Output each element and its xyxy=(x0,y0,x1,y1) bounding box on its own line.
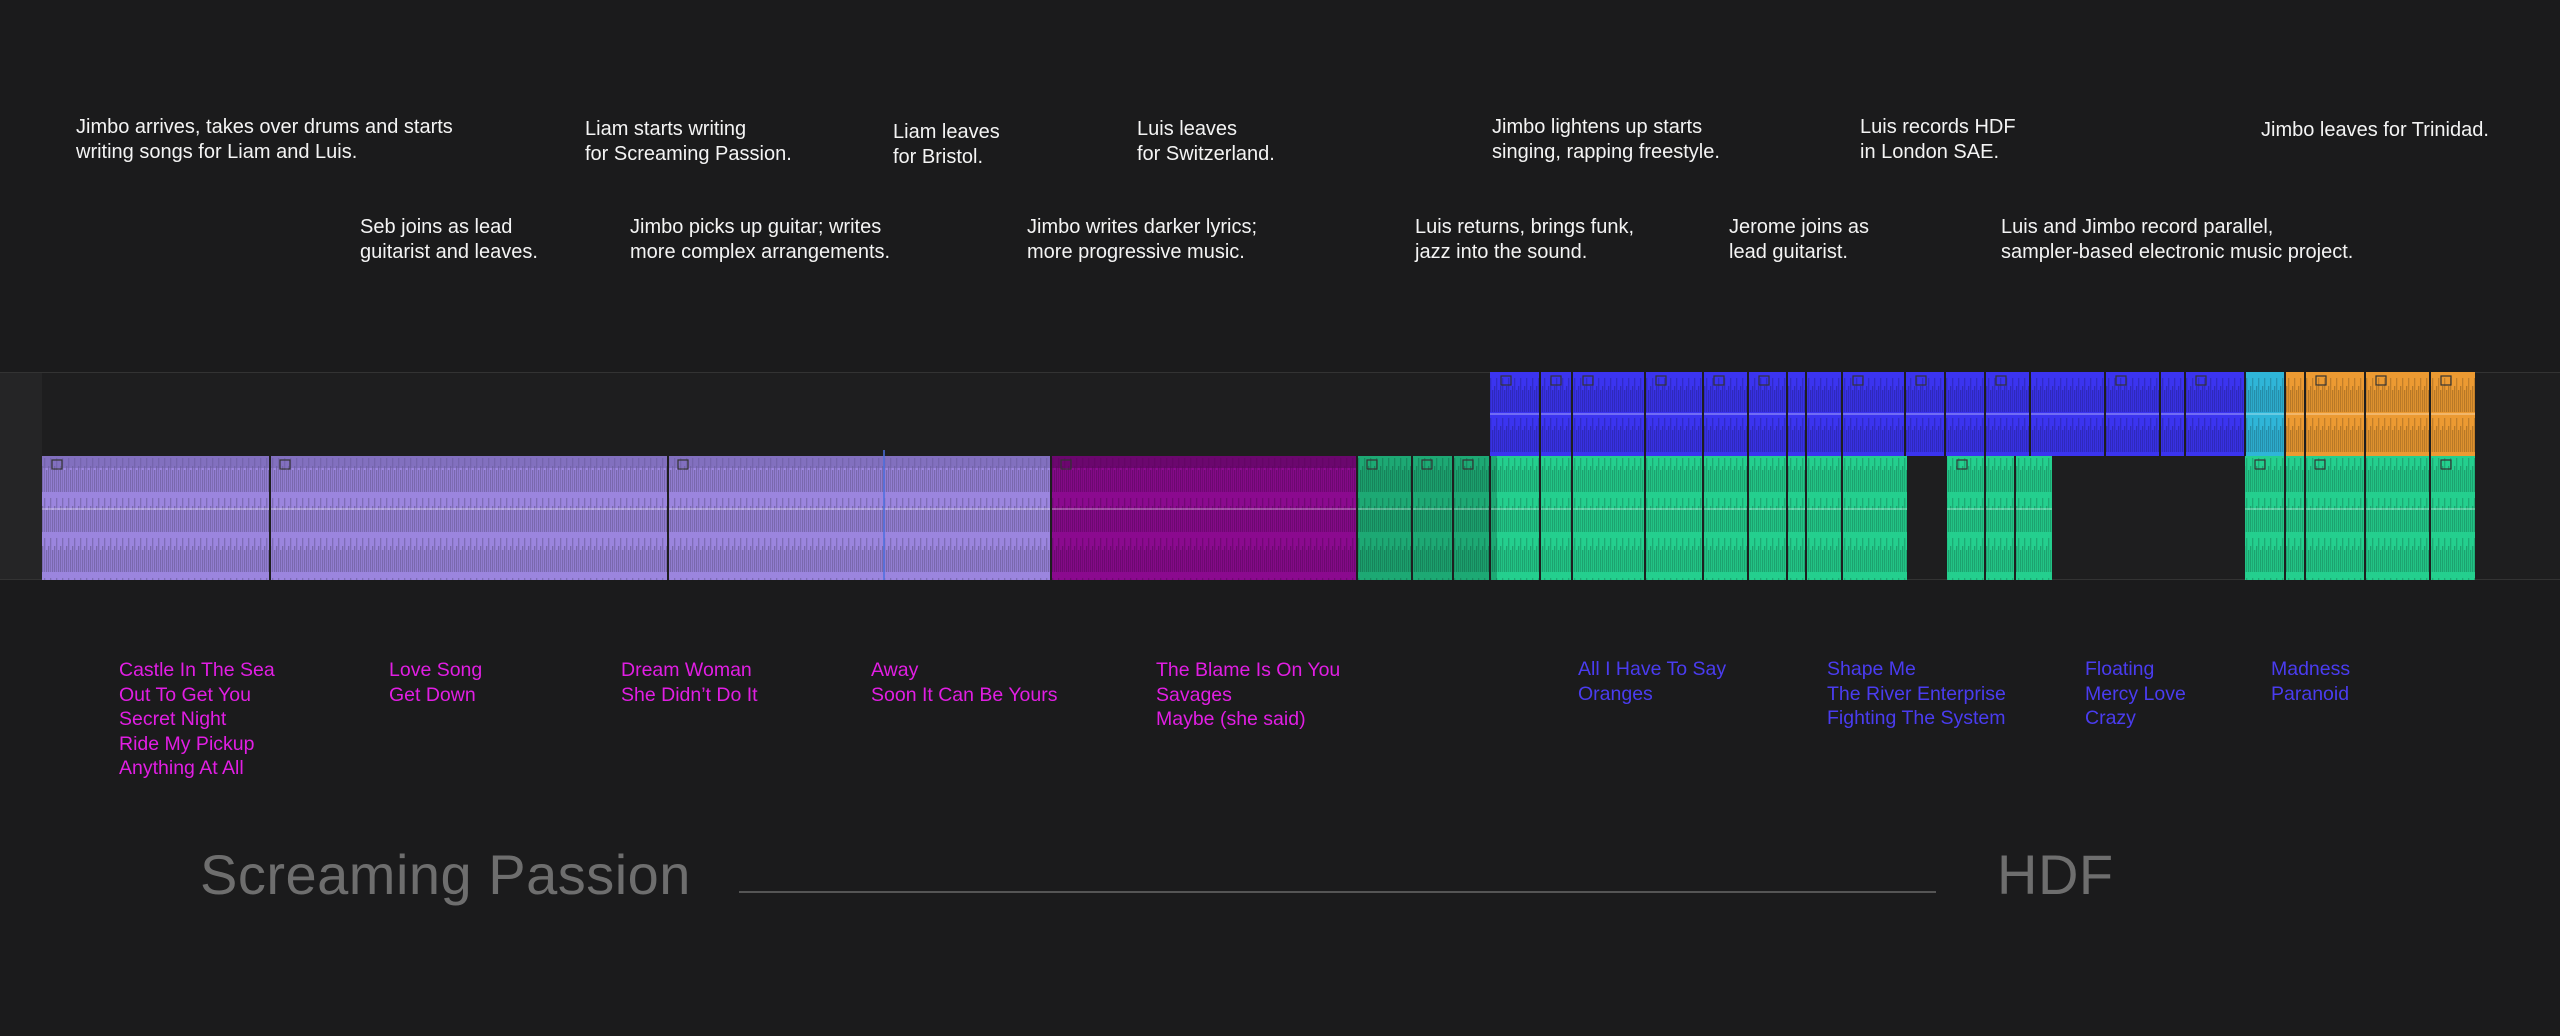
song-list-2: Love Song Get Down xyxy=(389,658,482,707)
song-list-8: Floating Mercy Love Crazy xyxy=(2085,657,2186,731)
clip-group-lavender[interactable] xyxy=(42,456,1051,580)
song-list-4: Away Soon It Can Be Yours xyxy=(871,658,1057,707)
note-jimbo-darker: Jimbo writes darker lyrics; more progres… xyxy=(1027,216,1258,263)
note-luis-records: Luis records HDF in London SAE. xyxy=(1860,116,2016,163)
song-title: Savages xyxy=(1156,683,1232,706)
era-divider-line xyxy=(739,891,1936,893)
note-jimbo-guitar: Jimbo picks up guitar; writes more compl… xyxy=(630,216,891,263)
note-luis-leaves: Luis leaves for Switzerland. xyxy=(1137,118,1275,165)
clip-separators xyxy=(269,372,2431,580)
note-jimbo-trinidad: Jimbo leaves for Trinidad. xyxy=(2261,119,2489,141)
note-jerome-joins: Jerome joins as lead guitarist. xyxy=(1729,216,1870,263)
band-name-screaming-passion: Screaming Passion xyxy=(200,843,691,906)
song-title: The River Enterprise xyxy=(1827,682,2006,705)
song-title: Maybe (she said) xyxy=(1156,708,1306,731)
song-title: All I Have To Say xyxy=(1578,658,1727,680)
clip-corner-markers xyxy=(51,375,2452,470)
channel-midlines xyxy=(42,413,2475,510)
song-title: Fighting The System xyxy=(1827,707,2006,730)
song-title: Crazy xyxy=(2085,707,2136,730)
song-title: Love Song xyxy=(389,659,483,681)
song-list-1: Castle In The Sea Out To Get You Secret … xyxy=(119,658,275,781)
song-list-7: Shape Me The River Enterprise Fighting T… xyxy=(1827,657,2006,731)
clip-group-purple[interactable] xyxy=(1051,456,1357,580)
song-title: Madness xyxy=(2271,658,2351,680)
song-title: The Blame Is On You xyxy=(1156,659,1341,681)
clip-group-green[interactable] xyxy=(1357,456,2475,580)
song-title: Get Down xyxy=(389,683,476,706)
song-title: Anything At All xyxy=(119,757,244,780)
note-luis-returns: Luis returns, brings funk, jazz into the… xyxy=(1415,216,1634,263)
song-list-5: The Blame Is On You Savages Maybe (she s… xyxy=(1156,658,1340,732)
song-title: Paranoid xyxy=(2271,682,2350,705)
note-liam-leaves: Liam leaves for Bristol. xyxy=(893,121,1000,168)
song-title: Oranges xyxy=(1578,682,1653,705)
song-title: Mercy Love xyxy=(2085,682,2186,705)
song-title: Away xyxy=(871,659,919,681)
note-seb-joins: Seb joins as lead guitarist and leaves. xyxy=(360,216,538,263)
note-luis-jimbo-record: Luis and Jimbo record parallel, sampler-… xyxy=(2001,216,2354,263)
song-title: Ride My Pickup xyxy=(119,732,255,755)
song-list-3: Dream Woman She Didn’t Do It xyxy=(621,658,758,707)
song-title: She Didn’t Do It xyxy=(621,683,758,706)
band-name-hdf: HDF xyxy=(1997,843,2114,906)
note-liam-writing: Liam starts writing for Screaming Passio… xyxy=(585,118,792,165)
song-title: Floating xyxy=(2085,658,2155,680)
audio-timeline[interactable] xyxy=(0,372,2560,580)
song-title: Secret Night xyxy=(119,708,227,731)
track-header-strip xyxy=(0,372,42,580)
song-title: Dream Woman xyxy=(621,659,752,681)
song-title: Out To Get You xyxy=(119,683,251,706)
song-list-6: All I Have To Say Oranges xyxy=(1578,657,1726,706)
song-list-9: Madness Paranoid xyxy=(2271,657,2350,706)
song-title: Shape Me xyxy=(1827,658,1916,680)
note-jimbo-lightens: Jimbo lightens up starts singing, rappin… xyxy=(1492,116,1720,163)
song-title: Soon It Can Be Yours xyxy=(871,683,1058,706)
song-title: Castle In The Sea xyxy=(119,659,275,681)
note-jimbo-arrives: Jimbo arrives, takes over drums and star… xyxy=(76,116,453,163)
